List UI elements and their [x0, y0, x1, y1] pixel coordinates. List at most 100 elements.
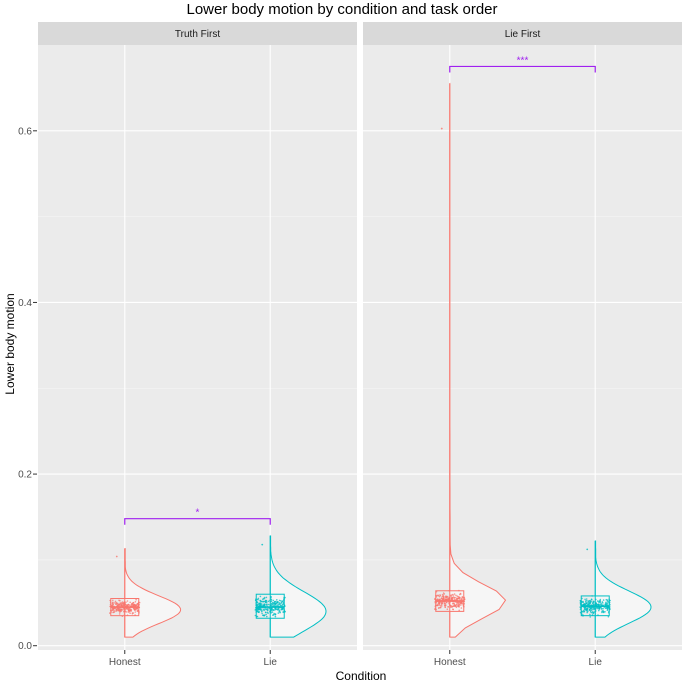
data-point: [257, 597, 260, 600]
data-point: [284, 610, 287, 613]
data-point: [602, 599, 605, 601]
data-point: [455, 594, 457, 597]
data-point: [259, 604, 261, 607]
data-point: [265, 596, 268, 599]
data-point: [272, 614, 274, 616]
data-point: [119, 603, 121, 605]
data-point: [114, 602, 116, 604]
data-point: [282, 611, 284, 613]
data-point: [595, 610, 597, 612]
data-point: [600, 608, 603, 610]
data-point: [447, 606, 449, 608]
data-point: [444, 602, 446, 605]
data-point: [112, 608, 115, 611]
data-point: [453, 602, 456, 604]
data-point: [458, 606, 461, 608]
data-point: [117, 607, 119, 610]
data-point: [115, 610, 117, 612]
data-point: [134, 611, 137, 613]
data-point: [271, 607, 273, 610]
data-point: [269, 604, 272, 607]
data-point: [256, 601, 259, 604]
data-point: [438, 595, 441, 598]
data-point: [270, 600, 273, 603]
data-point: [123, 611, 125, 613]
data-point: [263, 604, 266, 607]
data-point: [270, 595, 272, 598]
data-point: [274, 615, 277, 618]
data-point: [116, 604, 119, 606]
data-point: [280, 601, 283, 603]
data-point: [118, 613, 121, 615]
data-point: [123, 608, 125, 611]
data-point: [282, 603, 285, 605]
data-point: [264, 611, 267, 614]
data-point: [449, 604, 452, 607]
data-point: [592, 608, 594, 611]
data-point: [265, 603, 268, 606]
data-point: [116, 608, 118, 611]
data-point: [604, 607, 607, 609]
data-point: [455, 606, 458, 609]
data-point: [583, 610, 586, 613]
data-point: [129, 612, 131, 614]
data-point: [278, 599, 281, 602]
data-point: [124, 602, 126, 605]
data-point: [585, 599, 587, 602]
data-point: [440, 601, 443, 604]
data-point: [437, 603, 440, 605]
data-point: [273, 602, 276, 605]
data-point: [275, 608, 277, 610]
data-point: [257, 611, 260, 613]
data-point: [590, 611, 593, 614]
data-point: [452, 595, 455, 597]
data-point: [263, 600, 266, 603]
data-point: [597, 603, 599, 606]
data-point: [592, 611, 595, 614]
data-point: [116, 602, 118, 604]
data-point: [584, 598, 586, 601]
data-point: [600, 603, 602, 606]
data-point: [272, 609, 275, 611]
data-point: [601, 611, 603, 614]
data-point: [452, 602, 454, 605]
data-point: [262, 598, 264, 601]
data-point: [453, 597, 455, 599]
data-point: [280, 608, 283, 611]
data-point: [132, 603, 134, 605]
data-point: [263, 597, 266, 600]
data-point: [257, 608, 260, 610]
data-point: [123, 604, 126, 607]
data-point: [460, 604, 462, 606]
data-point: [269, 599, 271, 602]
data-point: [274, 613, 277, 615]
data-point: [273, 612, 276, 615]
data-point: [273, 609, 276, 611]
x-tick-label: Honest: [434, 657, 466, 668]
data-point: [595, 601, 597, 604]
data-point: [261, 612, 263, 615]
data-point: [136, 610, 139, 612]
data-point: [602, 607, 604, 610]
data-point: [282, 600, 284, 602]
data-point: [278, 602, 281, 604]
data-point: [270, 602, 273, 605]
data-point: [258, 602, 261, 604]
data-point: [267, 612, 269, 614]
data-point: [593, 608, 596, 611]
data-point: [590, 598, 593, 601]
data-point: [443, 593, 446, 595]
data-point: [114, 600, 117, 603]
data-point: [461, 596, 464, 598]
data-point: [598, 607, 601, 609]
facet-panel: Truth First Honest Lie *: [38, 22, 357, 668]
data-point: [451, 594, 453, 596]
plot-layer: 0.0 0.2 0.4 0.6 Truth First Honest Lie * Lie Fir…: [18, 22, 682, 668]
data-point: [267, 600, 270, 603]
data-point: [270, 599, 273, 601]
data-point: [437, 594, 439, 596]
data-point: [583, 603, 586, 605]
data-point: [581, 601, 583, 603]
data-point: [442, 595, 445, 598]
